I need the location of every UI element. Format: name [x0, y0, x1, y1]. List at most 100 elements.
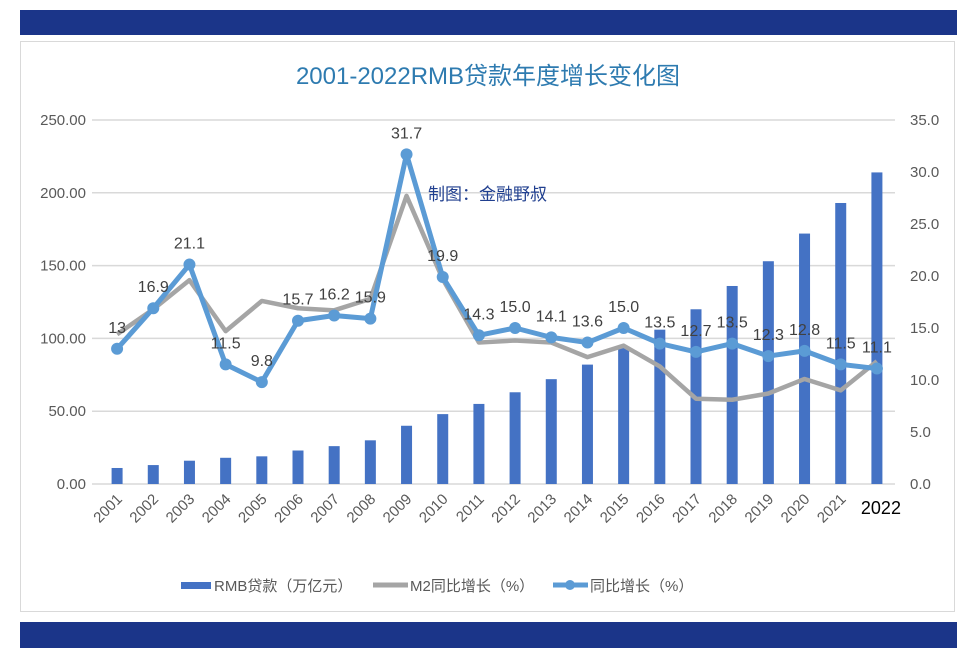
marker-credit-growth	[762, 350, 775, 363]
watermark: 制图：金融野叔	[428, 185, 547, 204]
marker-credit-growth	[834, 358, 847, 371]
data-label: 14.1	[536, 308, 567, 325]
right-axis-tick: 15.0	[910, 320, 939, 337]
bar-loans	[364, 440, 376, 484]
x-axis-tick: 2020	[778, 491, 814, 527]
data-label: 11.1	[862, 340, 892, 357]
bar-loans	[292, 450, 304, 484]
marker-credit-growth	[183, 258, 196, 271]
marker-credit-growth	[147, 302, 160, 315]
x-axis-tick: 2009	[380, 491, 416, 527]
x-axis-tick: 2013	[524, 491, 560, 527]
bar-loans	[654, 329, 666, 484]
bar-loans	[545, 379, 557, 484]
bar-loans	[835, 202, 847, 484]
bar-loans	[328, 446, 340, 484]
right-axis-tick: 5.0	[910, 424, 931, 441]
x-axis-tick: 2012	[488, 491, 524, 527]
left-axis-tick: 0.00	[57, 476, 86, 493]
bar-loans	[401, 425, 413, 484]
data-label: 15.0	[608, 299, 639, 316]
marker-credit-growth	[581, 336, 594, 349]
bar-loans	[147, 465, 159, 484]
marker-credit-growth	[472, 329, 485, 342]
data-label: 12.3	[753, 327, 784, 344]
legend-marker-growth	[565, 580, 575, 590]
x-axis-tick: 2006	[271, 491, 307, 527]
data-label: 12.7	[680, 323, 711, 340]
top-banner	[20, 10, 957, 35]
x-axis-tick: 2001	[90, 491, 126, 527]
left-axis-tick: 200.00	[40, 185, 86, 202]
x-axis-tick: 2021	[814, 491, 850, 527]
bar-loans	[509, 392, 521, 484]
bar-loans	[726, 285, 738, 484]
data-label: 13.6	[572, 314, 603, 331]
right-axis-tick: 0.0	[910, 476, 931, 493]
right-axis-tick: 35.0	[910, 112, 939, 129]
right-axis-tick: 20.0	[910, 268, 939, 285]
bar-loans	[799, 233, 811, 484]
right-axis-tick: 25.0	[910, 216, 939, 233]
right-axis-tick: 30.0	[910, 164, 939, 181]
marker-credit-growth	[653, 337, 666, 350]
marker-credit-growth	[255, 376, 268, 389]
x-axis-tick: 2004	[199, 491, 235, 527]
bar-loans	[473, 403, 485, 484]
x-axis-tick: 2019	[742, 491, 778, 527]
data-label: 31.7	[391, 125, 422, 142]
data-label: 13	[108, 320, 126, 337]
x-axis-tick: 2017	[669, 491, 705, 527]
bar-loans	[581, 364, 593, 484]
data-label: 12.8	[789, 322, 820, 339]
data-label: 21.1	[174, 236, 205, 253]
x-axis-tick: 2010	[416, 491, 452, 527]
data-label: 13.5	[644, 315, 675, 332]
legend-label-growth: 同比增长（%）	[590, 578, 693, 595]
line-m2-growth	[115, 193, 879, 403]
line-credit-growth	[115, 151, 878, 385]
marker-credit-growth	[545, 331, 558, 344]
x-axis-tick: 2005	[235, 491, 271, 527]
left-axis-tick: 250.00	[40, 112, 86, 129]
bar-loans	[871, 172, 883, 484]
legend-swatch-bar	[181, 582, 211, 589]
bar-loans	[618, 347, 630, 484]
data-label: 19.9	[427, 248, 458, 265]
marker-credit-growth	[726, 337, 739, 350]
x-axis-tick: 2003	[163, 491, 199, 527]
x-axis-tick: 2015	[597, 491, 633, 527]
x-axis-tick: 2008	[344, 491, 380, 527]
x-axis-tick: 2011	[453, 491, 488, 526]
bar-loans	[256, 456, 268, 484]
marker-credit-growth	[292, 314, 304, 327]
marker-credit-growth	[509, 322, 522, 334]
data-label: 11.5	[211, 335, 241, 352]
left-axis-tick: 50.00	[48, 403, 86, 420]
bar-loans	[183, 460, 195, 484]
bar-loans	[437, 414, 449, 484]
data-label: 16.2	[319, 287, 350, 304]
x-axis-tick: 2014	[561, 491, 597, 527]
data-label: 15.7	[282, 292, 313, 309]
data-label: 9.8	[251, 353, 273, 370]
bar-loans	[111, 467, 123, 484]
bottom-banner	[20, 622, 957, 648]
data-label: 14.3	[463, 306, 494, 323]
legend-label-m2: M2同比增长（%）	[410, 578, 534, 595]
marker-credit-growth	[364, 312, 377, 325]
x-axis-tick: 2022	[861, 498, 901, 518]
marker-credit-growth	[798, 344, 811, 357]
data-label: 13.5	[717, 315, 748, 332]
marker-credit-growth	[219, 358, 232, 371]
marker-credit-growth	[111, 342, 124, 355]
chart-frame	[20, 41, 955, 612]
legend-label-loans: RMB贷款（万亿元）	[214, 578, 352, 595]
left-axis-tick: 100.00	[40, 330, 86, 347]
data-label: 11.5	[826, 335, 856, 352]
marker-credit-growth	[436, 271, 449, 284]
marker-credit-growth	[870, 362, 883, 375]
chart-title: 2001-2022RMB贷款年度增长变化图	[296, 63, 680, 90]
left-axis-tick: 150.00	[40, 258, 86, 275]
marker-credit-growth	[400, 148, 413, 161]
